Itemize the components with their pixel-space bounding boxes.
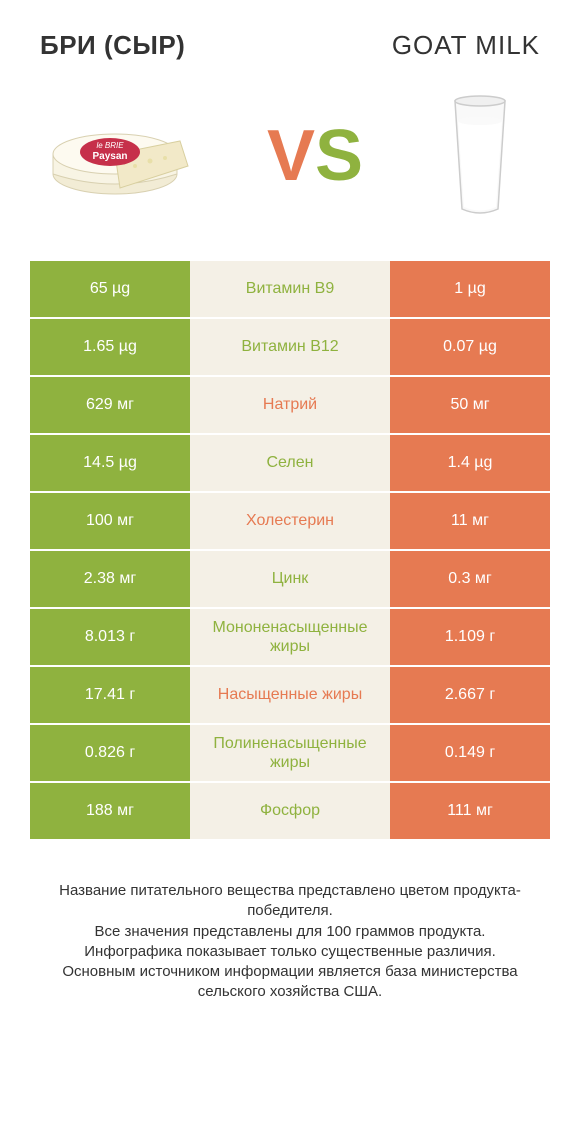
milk-glass-icon [430, 91, 530, 221]
footer-line: Название питательного вещества представл… [30, 881, 550, 922]
footer-line: Все значения представлены для 100 граммо… [30, 922, 550, 942]
table-row: 1.65 µgВитамин B120.07 µg [30, 319, 550, 377]
left-product-title: БРИ (СЫР) [40, 30, 185, 61]
left-value-cell: 14.5 µg [30, 435, 190, 491]
vs-s: S [315, 116, 363, 196]
nutrient-name-cell: Цинк [190, 551, 390, 607]
right-value-cell: 11 мг [390, 493, 550, 549]
right-value-cell: 1.4 µg [390, 435, 550, 491]
nutrient-name-cell: Селен [190, 435, 390, 491]
nutrient-name-cell: Мононенасыщенные жиры [190, 609, 390, 665]
left-value-cell: 629 мг [30, 377, 190, 433]
table-row: 17.41 гНасыщенные жиры2.667 г [30, 667, 550, 725]
left-value-cell: 8.013 г [30, 609, 190, 665]
nutrient-name-cell: Фосфор [190, 783, 390, 839]
nutrient-name-cell: Полиненасыщенные жиры [190, 725, 390, 781]
left-value-cell: 1.65 µg [30, 319, 190, 375]
right-value-cell: 0.149 г [390, 725, 550, 781]
vs-label: VS [267, 120, 363, 192]
vs-v: V [267, 116, 315, 196]
table-row: 65 µgВитамин B91 µg [30, 261, 550, 319]
right-value-cell: 0.3 мг [390, 551, 550, 607]
left-value-cell: 65 µg [30, 261, 190, 317]
svg-text:le BRIE: le BRIE [96, 141, 124, 150]
table-row: 14.5 µgСелен1.4 µg [30, 435, 550, 493]
table-row: 8.013 гМононенасыщенные жиры1.109 г [30, 609, 550, 667]
left-value-cell: 0.826 г [30, 725, 190, 781]
left-value-cell: 188 мг [30, 783, 190, 839]
nutrient-name-cell: Холестерин [190, 493, 390, 549]
svg-text:Paysan: Paysan [92, 151, 127, 162]
nutrition-table: 65 µgВитамин B91 µg1.65 µgВитамин B120.0… [0, 261, 580, 841]
table-row: 0.826 гПолиненасыщенные жиры0.149 г [30, 725, 550, 783]
footer-line: Основным источником информации является … [30, 962, 550, 1003]
nutrient-name-cell: Натрий [190, 377, 390, 433]
left-value-cell: 17.41 г [30, 667, 190, 723]
nutrient-name-cell: Витамин B12 [190, 319, 390, 375]
table-row: 2.38 мгЦинк0.3 мг [30, 551, 550, 609]
right-value-cell: 1 µg [390, 261, 550, 317]
right-product-title: GOAT MILK [392, 30, 540, 61]
table-row: 100 мгХолестерин11 мг [30, 493, 550, 551]
header: БРИ (СЫР) GOAT MILK [0, 0, 580, 71]
right-value-cell: 111 мг [390, 783, 550, 839]
images-row: le BRIE Paysan VS [0, 71, 580, 261]
nutrient-name-cell: Витамин B9 [190, 261, 390, 317]
table-row: 629 мгНатрий50 мг [30, 377, 550, 435]
footer-line: Инфографика показывает только существенн… [30, 942, 550, 962]
right-value-cell: 50 мг [390, 377, 550, 433]
brie-cheese-icon: le BRIE Paysan [40, 96, 200, 216]
footer-notes: Название питательного вещества представл… [0, 841, 580, 1023]
left-value-cell: 2.38 мг [30, 551, 190, 607]
right-value-cell: 1.109 г [390, 609, 550, 665]
right-value-cell: 2.667 г [390, 667, 550, 723]
nutrient-name-cell: Насыщенные жиры [190, 667, 390, 723]
left-value-cell: 100 мг [30, 493, 190, 549]
right-value-cell: 0.07 µg [390, 319, 550, 375]
table-row: 188 мгФосфор111 мг [30, 783, 550, 841]
